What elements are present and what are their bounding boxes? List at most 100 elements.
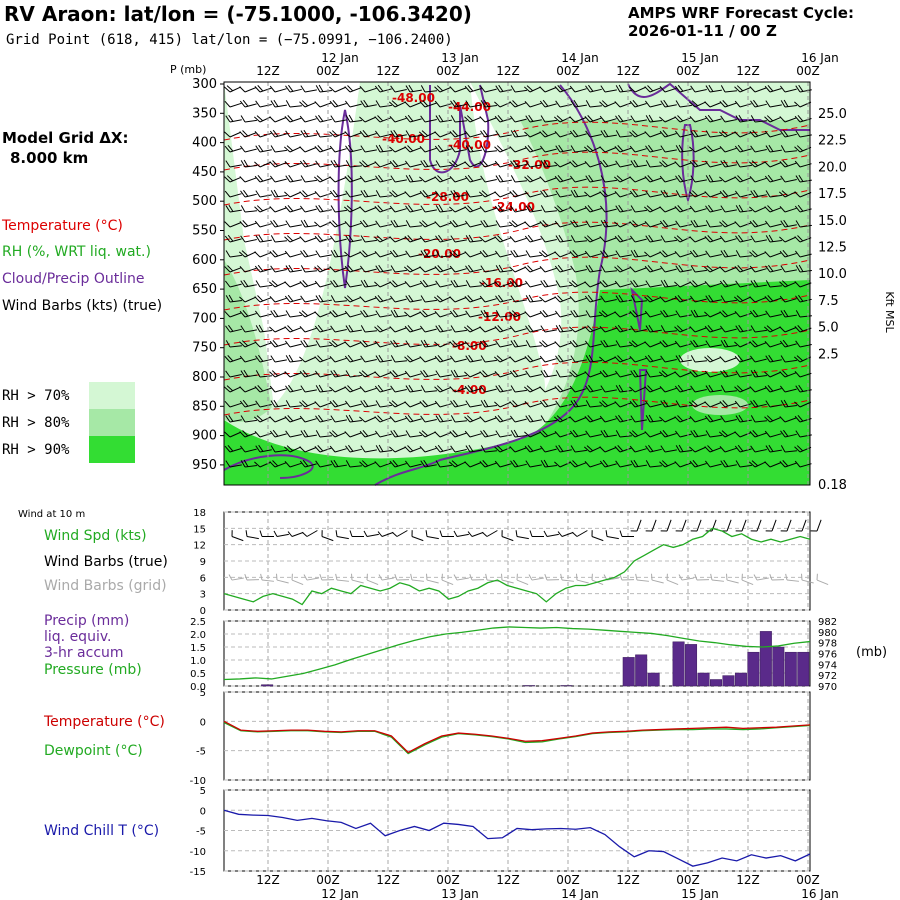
wind-barb-flag [374, 416, 381, 423]
wind-barb-shaft [229, 283, 242, 288]
wind-barb-shaft [694, 389, 707, 393]
wind-barb [704, 445, 722, 453]
wind-barb [599, 415, 617, 423]
wind-barb [404, 445, 422, 453]
wind-barb-shaft [454, 284, 467, 288]
wind-barb-shaft [784, 150, 797, 153]
wind-barb [779, 460, 797, 468]
wind-barb-flag [283, 446, 291, 453]
wind-barb-flag [347, 385, 354, 392]
wind-barb-shaft [544, 193, 557, 198]
wind-barb [539, 176, 557, 183]
precip-bar [560, 685, 573, 687]
wind-barb [449, 309, 467, 318]
wind-barb-flag [390, 385, 396, 393]
wind-barb-flag [540, 115, 546, 123]
wind-barb-shaft [319, 135, 332, 138]
wind-barb [524, 355, 542, 363]
wind-barb [494, 460, 512, 468]
wind-barb-flag [615, 85, 621, 93]
wind-barb-shaft [349, 387, 362, 393]
wind-barb [705, 430, 722, 438]
wind-barb-flag [239, 310, 246, 318]
wind-barb-flag [524, 176, 531, 183]
wind-barb-flag [719, 401, 726, 408]
wind-barb-flag [630, 370, 636, 378]
wind-barb-shaft [724, 209, 737, 213]
wind-barb [509, 266, 527, 273]
wind-barb [540, 115, 557, 123]
wind-barb-flag [659, 296, 666, 303]
wind-barb [345, 190, 362, 198]
grid-wind-barb-flag [485, 573, 488, 581]
wind-barb-shaft [544, 403, 557, 408]
wind-barb [284, 325, 302, 333]
wind-barb-flag [240, 190, 246, 198]
wind-barb-flag [450, 415, 456, 423]
wind-barb-flag [630, 250, 636, 258]
wind-barb-flag [600, 340, 606, 348]
wind-barb [735, 250, 752, 258]
wind-barb-shaft [649, 284, 662, 288]
wind-barb [510, 429, 527, 438]
wind-barb-shaft [364, 404, 377, 408]
wind-barb-shaft [439, 193, 452, 198]
wind-barb-flag [270, 265, 276, 273]
wind-barb-flag [752, 430, 759, 437]
wind-barb-flag [345, 280, 351, 288]
true-wind-barb-flag [411, 530, 413, 537]
wind-barb-flag [569, 175, 576, 183]
wind-barb-shaft [454, 251, 467, 258]
wind-barb [539, 99, 557, 108]
grid-wind-barb [816, 573, 829, 586]
wind-barb-flag [435, 280, 441, 288]
true-wind-barb-flag [335, 530, 338, 537]
wind-barb-flag [570, 235, 576, 243]
wind-barb-shaft [574, 371, 587, 378]
temperature-contour [223, 256, 811, 276]
wind-barb-flag [315, 160, 321, 168]
wind-barb-flag [479, 340, 486, 348]
wind-barb-flag [674, 461, 681, 468]
wind-barb-shaft [634, 164, 647, 168]
wind-barb [494, 204, 512, 213]
wind-barb-shaft [244, 210, 257, 213]
wind-barb [570, 99, 587, 108]
wind-barb-flag [256, 205, 264, 212]
wind-barb-shaft [754, 449, 767, 453]
wind-barb-flag [303, 339, 309, 347]
grid-wind-barb-shaft [531, 577, 544, 581]
wind-barb-shaft [289, 405, 302, 408]
wind-barb-shaft [424, 464, 437, 468]
grid-wind-barb [726, 573, 739, 584]
wind-barb-flag [392, 249, 399, 257]
wind-barb [254, 205, 272, 213]
wind-barb-flag [363, 399, 369, 407]
wind-barb [614, 101, 632, 108]
wind-barb [749, 130, 767, 138]
wind-barb-flag [749, 206, 756, 213]
wind-barb [509, 356, 527, 363]
wind-barb-shaft [229, 328, 242, 333]
wind-barb [329, 189, 347, 198]
wind-barb-flag [703, 266, 711, 273]
wind-barb-flag [285, 100, 291, 108]
wind-barb [584, 371, 602, 378]
wind-barb [434, 444, 452, 453]
wind-barb-flag [693, 219, 699, 227]
wind-barb [629, 235, 647, 243]
wind-barb [539, 340, 557, 348]
wind-barb [330, 115, 347, 123]
wind-barb-flag [752, 219, 759, 227]
wind-barb-shaft [544, 432, 557, 438]
wind-barb [659, 296, 677, 303]
wind-barb-flag [558, 354, 564, 362]
wind-barb-flag [512, 279, 519, 287]
wind-barb-flag [584, 281, 591, 288]
wind-barb-shaft [664, 149, 677, 153]
wind-barb-shaft [574, 343, 587, 348]
wind-barb-flag [378, 174, 384, 182]
wind-barb-flag [374, 206, 381, 213]
bottom-time-label: 00Z [676, 873, 700, 887]
wind-barb-flag [452, 309, 459, 317]
